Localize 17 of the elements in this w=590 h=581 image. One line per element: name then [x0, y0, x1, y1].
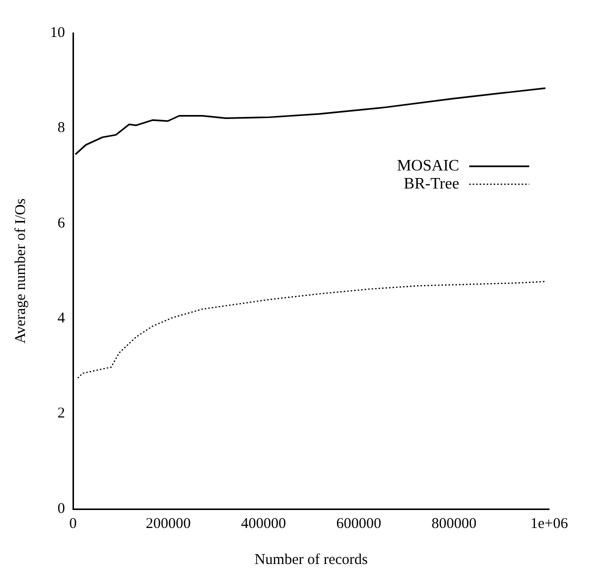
legend-label: MOSAIC — [396, 157, 460, 174]
x-tick-label: 200000 — [146, 516, 191, 532]
y-tick-label: 10 — [50, 24, 65, 41]
x-axis-title: Number of records — [254, 552, 368, 568]
y-tick-label: 8 — [58, 120, 65, 136]
x-tick-label: 0 — [69, 516, 77, 532]
y-tick-label: 0 — [58, 500, 65, 517]
legend-label: BR-Tree — [404, 175, 460, 192]
y-tick-label: 6 — [58, 215, 66, 232]
line-series — [77, 280, 546, 379]
x-tick-label: 1e+06 — [530, 516, 568, 532]
x-tick-label: 400000 — [240, 516, 286, 532]
y-tick-label: 2 — [58, 406, 65, 422]
x-tick-label: 600000 — [336, 516, 382, 532]
x-tick-label: 800000 — [431, 516, 476, 532]
y-axis-title: Average number of I/Os — [12, 198, 29, 344]
y-tick-label: 4 — [58, 310, 66, 327]
